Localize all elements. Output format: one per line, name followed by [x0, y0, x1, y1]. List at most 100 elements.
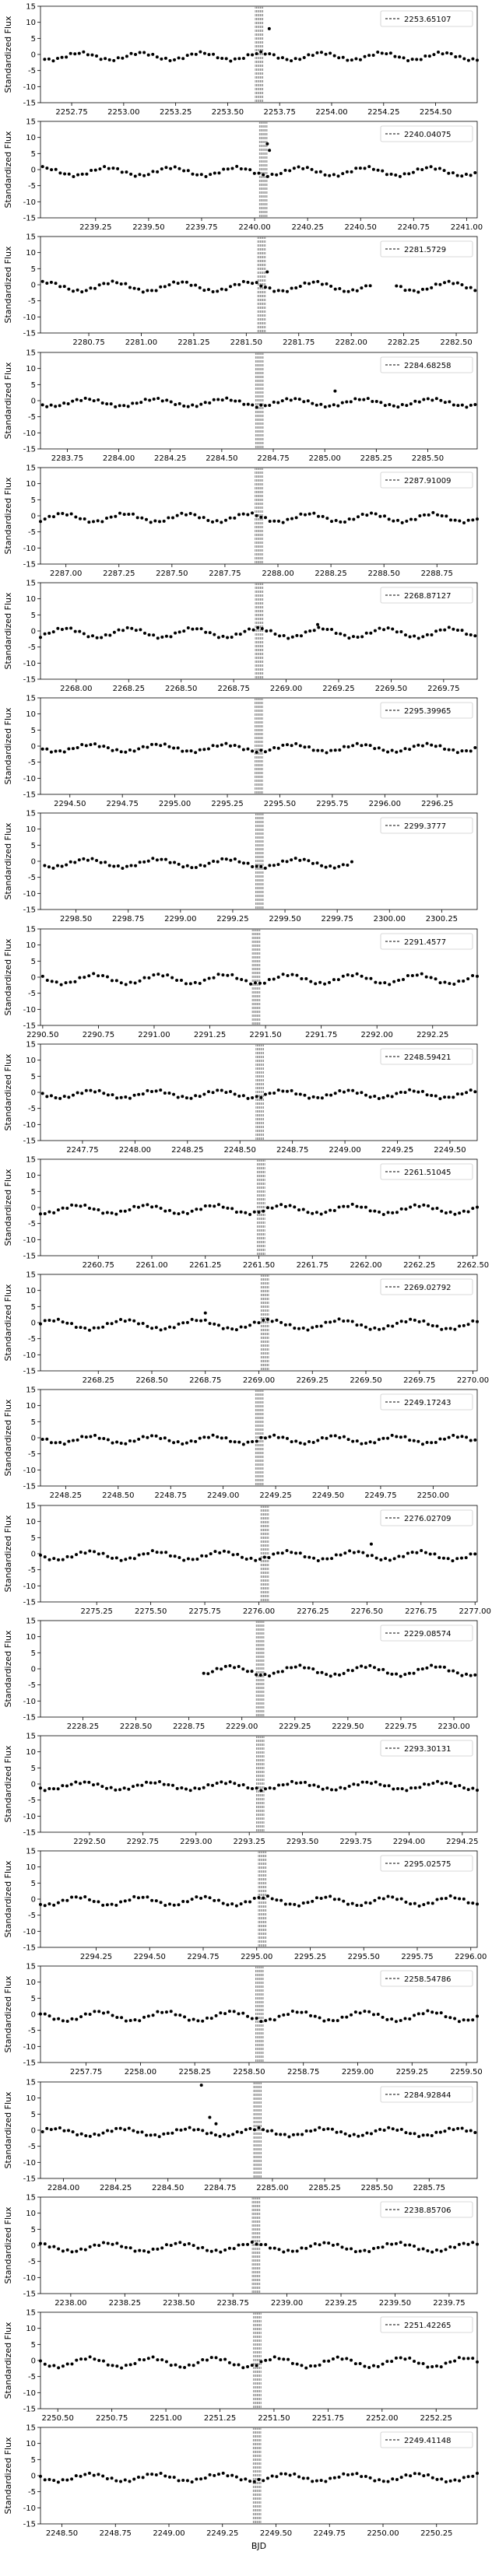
flux-point: [404, 1207, 408, 1211]
flux-point: [281, 859, 285, 863]
flux-point: [441, 52, 445, 56]
y-tick-label: -5: [28, 1566, 36, 1575]
flux-point: [272, 400, 276, 404]
flux-point: [350, 58, 353, 62]
flux-point: [285, 289, 289, 293]
x-tick-label: 2250.25: [420, 2529, 452, 2538]
flux-point: [39, 1902, 42, 1906]
y-tick-label: -15: [23, 906, 36, 915]
flux-point: [50, 980, 54, 983]
flux-point: [390, 1433, 394, 1437]
x-tick-label: 2268.75: [217, 685, 249, 693]
x-tick-label: 2294.00: [393, 1838, 425, 1846]
flux-point: [340, 2245, 344, 2249]
flux-point: [87, 1780, 91, 1784]
flux-point: [346, 1902, 350, 1906]
flux-point: [395, 630, 399, 634]
y-tick-label: 0: [31, 51, 36, 60]
flux-point: [311, 1899, 315, 1903]
x-tick-label: 2285.75: [413, 2184, 445, 2192]
flux-point: [355, 2472, 359, 2476]
flux-point: [259, 2360, 263, 2364]
flux-point: [101, 1551, 105, 1555]
flux-point: [304, 2129, 308, 2133]
flux-point: [357, 1783, 360, 1787]
flux-point: [86, 858, 90, 862]
flux-point: [315, 2479, 318, 2483]
y-tick-label: -5: [28, 1681, 36, 1690]
flux-point: [430, 1207, 434, 1211]
flux-point: [363, 2010, 367, 2013]
flux-point: [186, 1557, 190, 1561]
y-tick-label: 5: [31, 2341, 36, 2350]
flux-point: [153, 519, 157, 523]
flux-point: [295, 973, 299, 977]
y-tick-label: 5: [31, 1995, 36, 2003]
flux-point: [383, 404, 387, 408]
flux-point: [436, 513, 439, 517]
flux-point: [174, 402, 177, 406]
flux-point: [298, 744, 302, 748]
flux-point: [39, 1553, 42, 1557]
flux-point: [92, 2473, 96, 2477]
flux-point: [427, 1782, 430, 1786]
flux-point: [60, 55, 64, 59]
flux-point: [47, 2245, 51, 2249]
flux-point: [431, 1781, 435, 1785]
flux-point: [290, 2009, 294, 2013]
flux-point: [174, 2241, 177, 2245]
flux-point: [213, 1204, 216, 1208]
flux-point: [272, 2018, 276, 2022]
flux-point: [152, 973, 156, 977]
flux-point: [445, 51, 449, 55]
flux-point: [449, 51, 453, 55]
flux-point: [172, 1211, 176, 1215]
legend-box: [380, 2201, 473, 2218]
flux-point: [381, 2480, 385, 2483]
flux-point: [141, 1435, 145, 1439]
flux-point: [391, 2127, 395, 2131]
flux-point: [231, 2133, 235, 2136]
flux-point: [342, 289, 346, 293]
y-tick-label: 5: [31, 1303, 36, 1312]
flux-point: [350, 860, 353, 864]
flux-point: [129, 51, 133, 55]
flux-point: [368, 1663, 372, 1667]
flux-point: [233, 1782, 237, 1786]
flux-point: [285, 743, 289, 747]
flux-point: [424, 975, 428, 979]
flux-point: [181, 1900, 185, 1904]
x-tick-label: 2248.75: [100, 2529, 132, 2538]
flux-point: [367, 165, 371, 169]
y-tick-label: -10: [23, 1813, 36, 1821]
flux-point: [388, 403, 392, 407]
flux-point: [334, 518, 338, 522]
flux-point: [132, 512, 135, 516]
flux-point: [320, 1670, 324, 1674]
flux-point: [408, 2243, 412, 2247]
flux-point: [445, 1781, 448, 1785]
flux-point: [76, 2133, 79, 2136]
flux-point: [403, 747, 407, 751]
flux-point: [175, 513, 179, 517]
flux-point: [294, 1092, 298, 1096]
flux-point: [246, 2242, 250, 2246]
y-tick-label: 5: [31, 1534, 36, 1543]
y-axis-label: Standardized Flux: [3, 362, 13, 439]
flux-point: [311, 1211, 315, 1215]
flux-point: [455, 281, 459, 285]
flux-point: [174, 2128, 178, 2132]
flux-point: [352, 1551, 356, 1554]
flux-point: [79, 2015, 83, 2019]
flux-point: [350, 1669, 354, 1673]
y-tick-label: 15: [26, 580, 36, 588]
flux-point: [264, 2242, 268, 2246]
flux-point: [325, 517, 329, 520]
flux-point: [124, 2245, 128, 2249]
flux-point: [311, 1667, 315, 1671]
flux-point: [220, 56, 224, 60]
flux-point: [177, 56, 181, 60]
x-tick-label: 2293.50: [286, 1838, 318, 1846]
flux-point: [272, 1786, 276, 1790]
